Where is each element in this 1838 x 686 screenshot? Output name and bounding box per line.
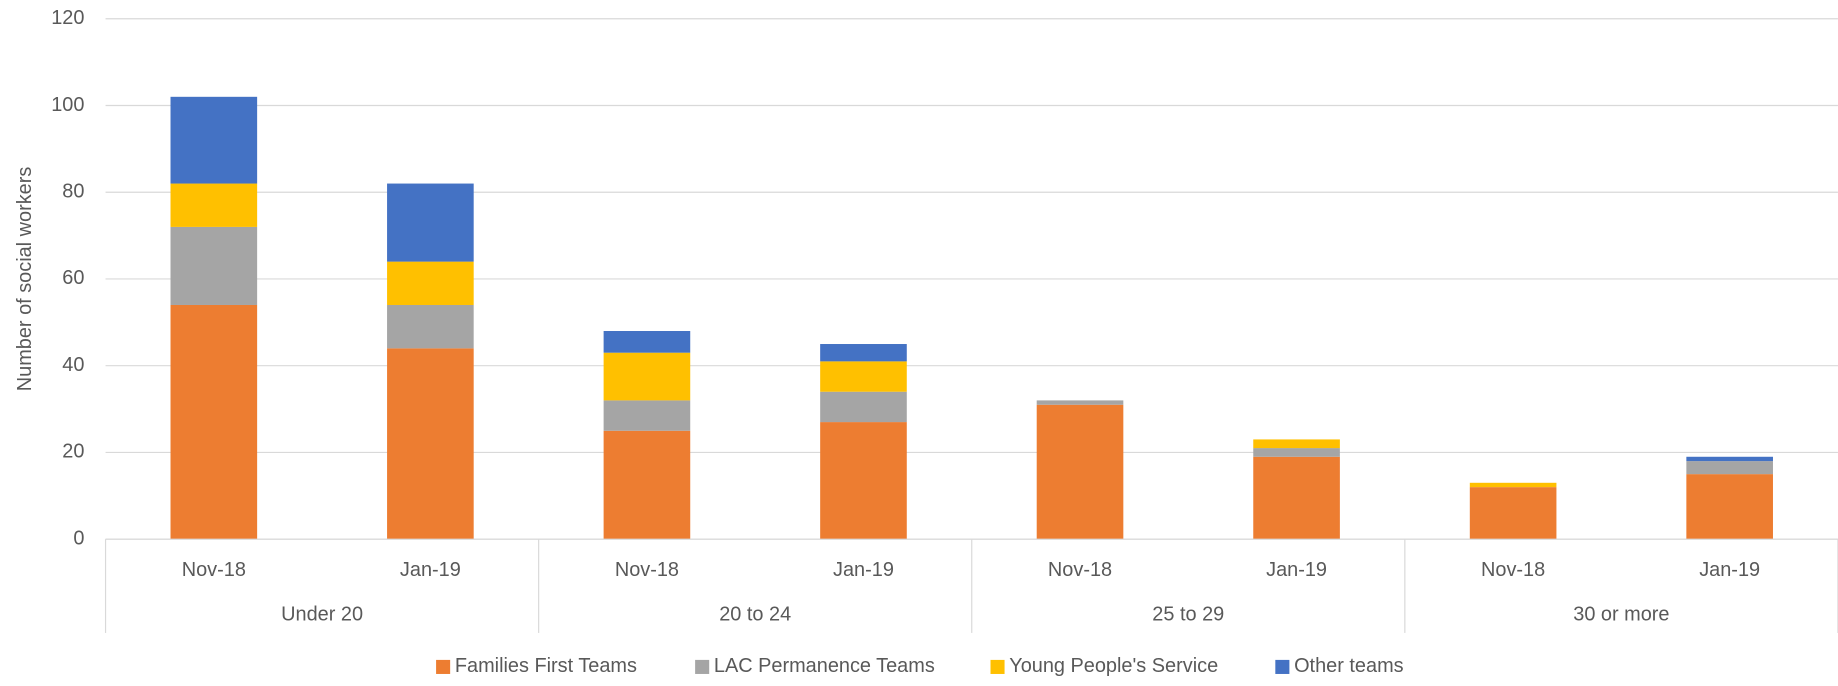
x-tick-label: Jan-19 [833, 559, 894, 581]
x-tick-label: Jan-19 [1266, 559, 1327, 581]
bar-segment [603, 331, 691, 353]
bar-segment [820, 361, 907, 392]
x-tick-label: Jan-19 [400, 559, 461, 581]
legend-swatch [695, 659, 710, 674]
bar-segment [1686, 474, 1773, 540]
y-tick-label: 40 [62, 354, 84, 376]
y-axis-label: Number of social workers [14, 167, 36, 392]
bar-segment [820, 422, 907, 540]
legend-swatch [436, 659, 451, 674]
group-label: 30 or more [1573, 604, 1669, 626]
bar-segment [170, 304, 258, 540]
legend-swatch [990, 659, 1005, 674]
y-tick-label: 100 [51, 94, 84, 116]
bar-segment [1686, 461, 1773, 475]
bar-segment [820, 391, 907, 423]
bar-segment [170, 183, 258, 227]
bar-segment [1469, 487, 1557, 540]
group-label: Under 20 [281, 604, 363, 626]
bar-segment [1036, 404, 1124, 540]
bar-segment [387, 261, 474, 305]
bar-segment [170, 96, 258, 184]
y-tick-label: 80 [62, 180, 84, 202]
bar-segment [1253, 439, 1340, 449]
bar-segment [387, 183, 474, 262]
x-tick-label: Nov-18 [182, 559, 246, 581]
y-tick-label: 120 [51, 7, 84, 29]
bar-segment [1253, 456, 1340, 540]
x-tick-label: Nov-18 [1048, 559, 1112, 581]
x-tick-label: Nov-18 [1481, 559, 1545, 581]
bar-segment [1686, 456, 1773, 462]
x-tick-label: Jan-19 [1699, 559, 1760, 581]
group-label: 25 to 29 [1152, 604, 1224, 626]
bar-segment [387, 304, 474, 349]
bar-segment [1253, 448, 1340, 457]
bar-segment [603, 400, 691, 431]
bar-segment [170, 226, 258, 305]
legend-label: LAC Permanence Teams [714, 655, 935, 677]
group-label: 20 to 24 [719, 604, 791, 626]
x-tick-label: Nov-18 [615, 559, 679, 581]
bar-segment [387, 348, 474, 540]
bar-segment [603, 352, 691, 401]
bar-segment [1469, 482, 1557, 488]
legend-label: Other teams [1294, 655, 1404, 677]
y-tick-label: 0 [73, 527, 84, 549]
legend-swatch [1275, 659, 1290, 674]
bar-segment [820, 344, 907, 362]
bar-segment [603, 430, 691, 540]
legend-label: Families First Teams [455, 655, 637, 677]
y-tick-label: 20 [62, 441, 84, 463]
bar-segment [1036, 400, 1124, 405]
y-tick-label: 60 [62, 267, 84, 289]
legend-label: Young People's Service [1009, 655, 1218, 677]
